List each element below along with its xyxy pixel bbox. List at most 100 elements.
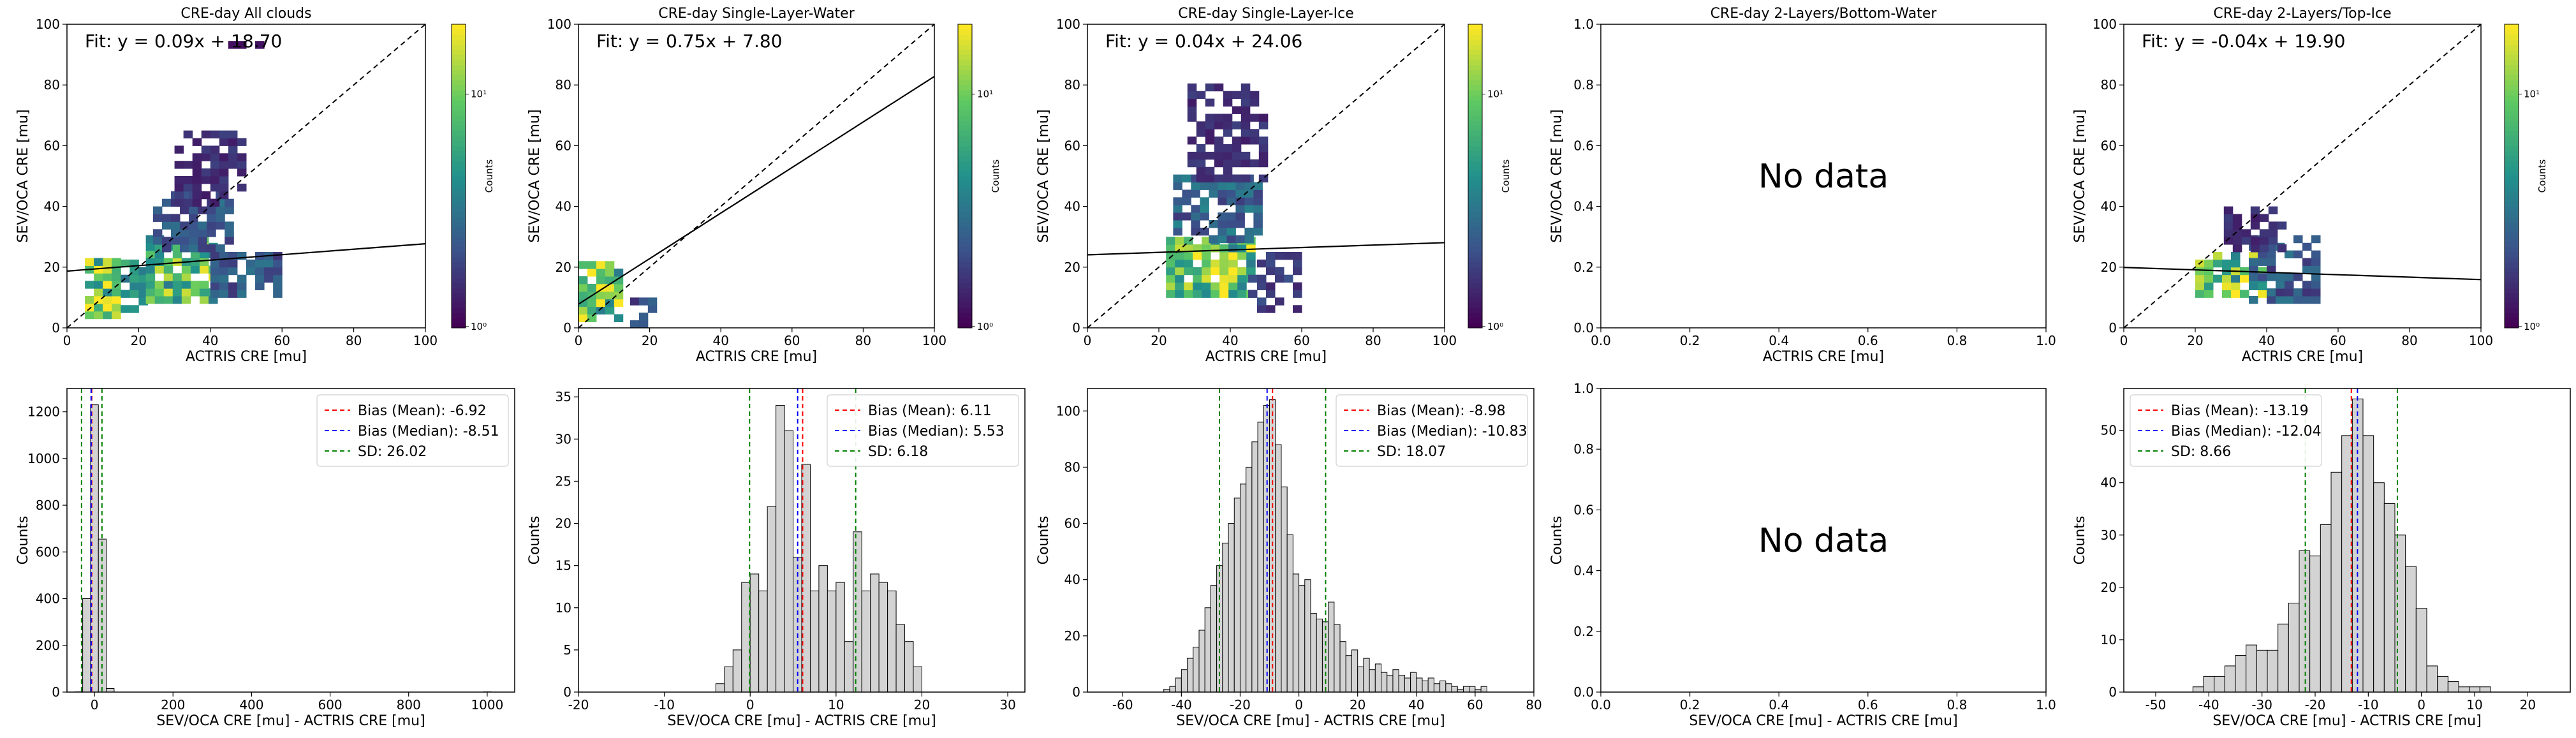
heatmap-cell <box>237 168 247 177</box>
y-tick-label: 25 <box>556 473 571 489</box>
legend-label: Bias (Mean): 6.11 <box>868 403 992 419</box>
heatmap-cell <box>2240 274 2249 283</box>
heatmap-cell <box>1235 235 1245 244</box>
x-tick-label: 80 <box>1365 333 1381 348</box>
histogram-bar <box>82 598 91 693</box>
heatmap-cell <box>2204 274 2214 283</box>
heatmap-cell <box>210 259 220 268</box>
y-tick-label: 200 <box>36 638 60 653</box>
heatmap-cell <box>2204 282 2214 290</box>
colorbar-segment <box>2505 191 2519 197</box>
heatmap-cell <box>154 288 165 297</box>
heatmap-cell <box>1205 121 1215 129</box>
colorbar-segment <box>452 80 466 85</box>
x-axis-label: ACTRIS CRE [mu] <box>696 349 817 365</box>
histogram-bar <box>1257 422 1264 693</box>
heatmap-cell <box>201 191 211 200</box>
histogram-bar <box>2330 471 2343 693</box>
heatmap-cell <box>1182 212 1191 221</box>
histogram-bar <box>1304 579 1311 693</box>
heatmap-cell <box>199 288 209 297</box>
x-tick-label: 20 <box>1151 333 1167 348</box>
heatmap-cell <box>237 41 247 49</box>
heatmap-cell <box>1235 205 1245 213</box>
colorbar-segment <box>1468 256 1482 263</box>
heatmap-cell <box>273 259 283 268</box>
colorbar-segment <box>958 191 972 197</box>
identity-line <box>67 24 425 328</box>
x-tick-label: -20 <box>1230 697 1251 712</box>
colorbar-segment <box>452 292 466 298</box>
heatmap-cell <box>189 237 198 245</box>
plot-area <box>578 24 934 328</box>
histogram-bar <box>1198 630 1205 693</box>
colorbar-segment <box>958 221 972 227</box>
heatmap-cell <box>2285 250 2294 259</box>
colorbar-segment <box>2505 226 2519 232</box>
colorbar-segment <box>958 85 972 91</box>
fit-equation: Fit: y = -0.04x + 19.90 <box>2142 31 2345 52</box>
colorbar-segment <box>1468 29 1482 35</box>
x-tick-label: 0.8 <box>1947 333 1967 348</box>
y-tick-label: 35 <box>556 389 571 404</box>
x-tick-label: 30 <box>999 697 1015 712</box>
heatmap-cell <box>1214 144 1224 152</box>
x-tick-label: 1.0 <box>2036 333 2056 348</box>
heatmap-cell <box>1211 290 1220 298</box>
heatmap-cell <box>210 130 220 138</box>
heatmap-cell <box>2267 265 2276 274</box>
heatmap-cell <box>1202 252 1211 260</box>
colorbar-segment <box>958 100 972 106</box>
heatmap-cell <box>1202 259 1211 268</box>
heatmap-cell <box>85 258 94 266</box>
heatmap-cell <box>1223 98 1233 107</box>
legend-label: Bias (Mean): -6.92 <box>358 403 487 419</box>
heatmap-cell <box>103 265 112 274</box>
heatmap-cell <box>219 130 229 138</box>
heatmap-cell <box>1258 159 1269 168</box>
heatmap-cell <box>1191 189 1200 198</box>
heatmap-cell <box>161 198 172 207</box>
y-tick-label: 60 <box>44 138 60 153</box>
heatmap-cell <box>2222 259 2232 268</box>
heatmap-cell <box>1266 267 1276 276</box>
heatmap-cell <box>629 297 640 306</box>
heatmap-cell <box>2268 221 2278 230</box>
histogram-bar <box>2426 665 2438 693</box>
x-axis-label: SEV/OCA CRE [mu] - ACTRIS CRE [mu] <box>1176 713 1445 729</box>
fit-line <box>67 243 425 272</box>
x-axis-label: ACTRIS CRE [mu] <box>1763 349 1884 365</box>
x-tick-label: 20 <box>914 697 930 712</box>
heatmap-cell <box>112 273 121 281</box>
heatmap-cell <box>1173 174 1182 183</box>
heatmap-cell <box>1275 267 1284 276</box>
heatmap-cell <box>614 291 624 300</box>
histogram-bar <box>1339 641 1346 693</box>
colorbar-segment <box>452 130 466 137</box>
heatmap-cell <box>1175 274 1184 283</box>
heatmap-cell <box>2232 221 2242 230</box>
colorbar-segment <box>1468 75 1482 80</box>
panel-bottom-5: Bias (Mean): -13.19 Bias (Median): -12.04… <box>2072 388 2571 729</box>
heatmap-cell <box>587 269 597 277</box>
colorbar-segment <box>2505 237 2519 242</box>
heatmap-cell <box>1187 83 1197 92</box>
heatmap-cell <box>273 252 283 260</box>
colorbar-segment <box>1468 302 1482 308</box>
chart-title: CRE-day 2-Layers/Bottom-Water <box>1711 6 1938 22</box>
x-tick-label: 1000 <box>471 697 503 712</box>
heatmap-cell <box>1228 290 1238 298</box>
heatmap-cell <box>1184 259 1193 268</box>
heatmap-cell <box>2268 229 2278 237</box>
x-tick-label: 0 <box>575 333 583 348</box>
heatmap-cell <box>207 206 216 214</box>
colorbar-tick-label: 10¹ <box>2524 88 2540 100</box>
heatmap-cell <box>2250 206 2260 214</box>
colorbar-segment <box>958 120 972 126</box>
colorbar-segment <box>452 70 466 75</box>
heatmap-cell <box>2268 206 2278 214</box>
heatmap-cell <box>1211 259 1220 268</box>
heatmap-cell <box>210 168 220 177</box>
heatmap-cell <box>2232 237 2242 245</box>
y-tick-label: 600 <box>36 544 60 559</box>
